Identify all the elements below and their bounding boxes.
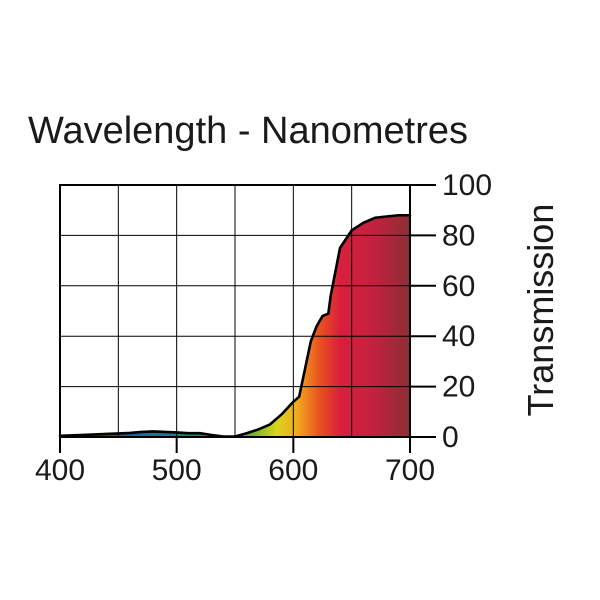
x-tick-label: 700: [385, 454, 435, 487]
y-tick-label: 0: [442, 421, 459, 454]
y-tick-label: 40: [442, 320, 475, 353]
chart-title: Wavelength - Nanometres: [28, 110, 468, 152]
grid-layer: [59, 184, 411, 438]
series-line-layer: [58, 213, 412, 438]
x-tick-label: 500: [152, 454, 202, 487]
y-tick-label: 100: [442, 169, 492, 202]
x-tick-label: 400: [35, 454, 85, 487]
y-axis-label: Transmission: [520, 204, 561, 417]
y-tick-label: 20: [442, 371, 475, 404]
tick-layer: [59, 184, 436, 453]
y-tick-label: 60: [442, 270, 475, 303]
series-area-layer: [60, 215, 410, 437]
y-tick-label: 80: [442, 219, 475, 252]
series-line: [58, 213, 412, 438]
series-area: [60, 215, 410, 437]
x-tick-label: 600: [268, 454, 318, 487]
